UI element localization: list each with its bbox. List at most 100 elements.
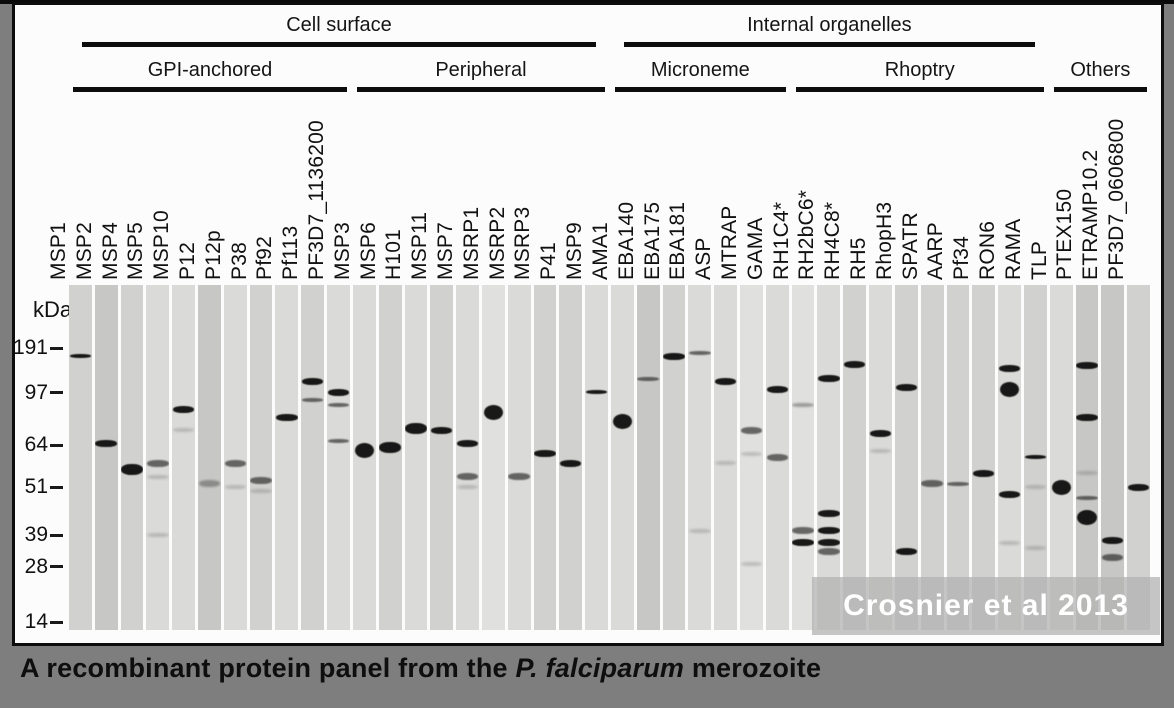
caption-species-italic: P. falciparum xyxy=(515,653,685,683)
protein-band xyxy=(818,547,840,555)
gel-lane xyxy=(456,285,479,630)
protein-band xyxy=(714,378,737,386)
lane-label: MSP10 xyxy=(150,210,174,280)
lane-label: MSP9 xyxy=(563,222,587,280)
group-bracket-bar xyxy=(356,87,605,92)
protein-band xyxy=(456,473,479,481)
marker-tick xyxy=(50,485,63,489)
protein-band xyxy=(172,406,195,414)
protein-band xyxy=(1102,553,1124,561)
marker-label: 97 xyxy=(24,380,48,404)
protein-band xyxy=(869,430,892,438)
lane-label: RH1C4* xyxy=(769,201,793,280)
lane-label: MSRP3 xyxy=(511,206,535,280)
gel-lane xyxy=(301,285,325,630)
gel-lane xyxy=(791,285,815,630)
protein-band xyxy=(766,453,788,461)
lane-label: MSRP1 xyxy=(459,206,483,280)
lane-label: RhopH3 xyxy=(872,201,896,280)
protein-band xyxy=(818,539,840,547)
protein-band xyxy=(456,485,479,490)
group-bracket-label: Peripheral xyxy=(435,59,527,81)
marker-tick xyxy=(50,346,63,350)
gel-lane xyxy=(688,285,712,630)
marker-label: 51 xyxy=(24,475,48,499)
protein-band xyxy=(1024,485,1047,490)
marker-tick xyxy=(50,443,63,447)
marker-label: 39 xyxy=(24,523,48,547)
protein-band xyxy=(456,439,479,447)
gel-lane xyxy=(894,285,918,630)
lane-label: MSP1 xyxy=(46,222,70,280)
protein-band xyxy=(1024,455,1047,460)
caption-text-prefix: A recombinant protein panel from the xyxy=(20,653,516,683)
protein-band xyxy=(766,386,788,394)
group-bracket-label: Rhoptry xyxy=(884,59,955,81)
protein-band xyxy=(921,480,943,488)
gel-lane xyxy=(585,285,608,630)
gel-lane xyxy=(172,285,196,630)
lane-label: AARP xyxy=(924,222,948,280)
lane-label: MSRP2 xyxy=(485,206,509,280)
lane-label: P38 xyxy=(227,242,251,280)
marker-label: 28 xyxy=(24,554,48,578)
gel-lane xyxy=(1075,285,1099,630)
protein-band xyxy=(1024,546,1047,551)
lane-label: PF3D7_0606800 xyxy=(1105,118,1129,280)
group-bracket-label: Microneme xyxy=(650,59,750,81)
protein-band xyxy=(327,389,350,397)
gel-lane xyxy=(146,285,170,630)
gel-lane xyxy=(404,285,428,630)
protein-band xyxy=(147,474,169,479)
caption-text-suffix: merozoite xyxy=(684,653,822,683)
protein-band xyxy=(69,353,92,358)
marker-tick xyxy=(50,565,63,569)
gel-lane xyxy=(352,285,376,630)
protein-band xyxy=(740,426,763,434)
protein-band xyxy=(508,473,530,481)
lane-label: MSP4 xyxy=(98,222,122,280)
protein-band xyxy=(95,439,117,447)
gel-lane xyxy=(430,285,454,630)
group-bracket-bar xyxy=(82,42,596,47)
gel-lane xyxy=(69,285,92,630)
group-bracket-bar xyxy=(624,42,1035,47)
protein-band xyxy=(147,533,169,538)
lane-label: Pf92 xyxy=(253,236,277,280)
protein-band xyxy=(301,378,324,386)
lane-label: Pf113 xyxy=(279,225,303,280)
group-bracket-bar xyxy=(73,87,347,92)
lane-label: P12 xyxy=(175,242,199,280)
group-bracket-bar xyxy=(615,87,786,92)
lane-label: ETRAMP10.2 xyxy=(1079,149,1103,280)
figure-caption: A recombinant protein panel from the P. … xyxy=(20,653,1160,684)
lane-label: MTRAP xyxy=(717,205,741,281)
protein-band xyxy=(843,360,866,368)
lane-label: MSP11 xyxy=(408,211,432,280)
protein-band xyxy=(172,428,195,433)
gel-lane xyxy=(327,285,350,630)
protein-band xyxy=(301,397,324,402)
protein-band xyxy=(998,365,1021,373)
lane-label: EBA181 xyxy=(666,201,690,280)
gel-lane xyxy=(249,285,273,630)
protein-band xyxy=(689,528,711,533)
protein-band xyxy=(560,459,582,467)
marker-tick xyxy=(50,620,63,624)
gel-lane xyxy=(1127,285,1150,630)
lane-label: RON6 xyxy=(976,220,1000,280)
lane-label: P12p xyxy=(201,230,225,280)
protein-band xyxy=(354,443,374,459)
protein-band xyxy=(431,426,453,434)
lane-label: MSP3 xyxy=(330,222,354,280)
protein-band xyxy=(818,375,840,383)
gel-lane xyxy=(817,285,841,630)
gel-lane xyxy=(1023,285,1047,630)
protein-band xyxy=(147,459,169,467)
protein-band xyxy=(714,461,737,466)
lane-label: RH5 xyxy=(847,237,870,280)
protein-band xyxy=(534,450,556,458)
protein-band xyxy=(1076,471,1098,476)
group-bracket-bar xyxy=(1053,87,1147,92)
gel-lane xyxy=(972,285,996,630)
